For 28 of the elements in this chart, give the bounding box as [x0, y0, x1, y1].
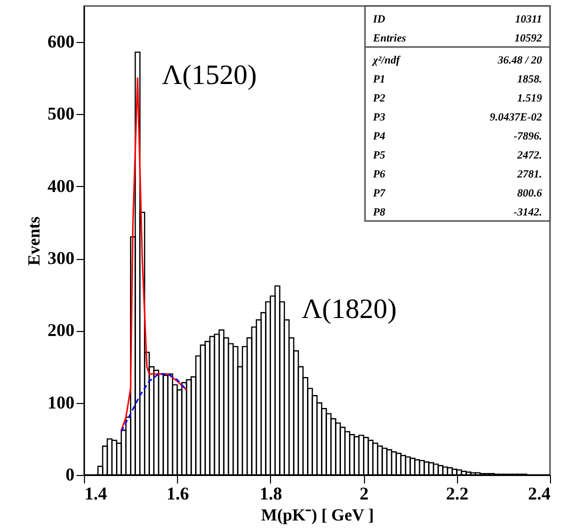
x-tick-label: 2.2 — [446, 484, 469, 504]
x-tick-label: 1.8 — [260, 484, 282, 504]
x-tick-label: 2 — [360, 484, 369, 504]
text: Entries 10592 — [373, 32, 542, 44]
text: P6 2781. — [373, 168, 542, 180]
text: P7 800.6 — [373, 188, 542, 200]
y-tick-label: 600 — [48, 32, 74, 52]
text: ID 10311 — [373, 14, 542, 26]
x-tick-label: 2.4 — [528, 484, 550, 504]
y-tick-label: 200 — [48, 320, 74, 340]
text: P3 9.0437E-02 — [373, 112, 542, 124]
annotation: Λ(1820) — [302, 294, 397, 325]
y-tick-label: 0 — [66, 464, 74, 484]
text: P8 -3142. — [373, 206, 542, 218]
y-tick-label: 400 — [48, 176, 74, 196]
x-tick-label: 1.4 — [84, 484, 107, 504]
y-tick-label: 500 — [48, 104, 74, 124]
text: P4 -7896. — [373, 130, 542, 142]
text: χ²/ndf 36.48 / 20 — [373, 54, 542, 66]
y-tick-label: 300 — [48, 248, 74, 268]
x-axis-title: M(pK⁻) [ GeV ] — [261, 506, 374, 524]
text: P2 1.519 — [373, 92, 542, 104]
annotation: Λ(1520) — [162, 60, 257, 92]
x-tick-label: 1.6 — [166, 484, 189, 504]
y-axis-title: Events — [24, 216, 44, 266]
text: P5 2472. — [373, 150, 542, 162]
text: P1 1858. — [373, 74, 542, 86]
y-tick-label: 100 — [48, 392, 74, 412]
